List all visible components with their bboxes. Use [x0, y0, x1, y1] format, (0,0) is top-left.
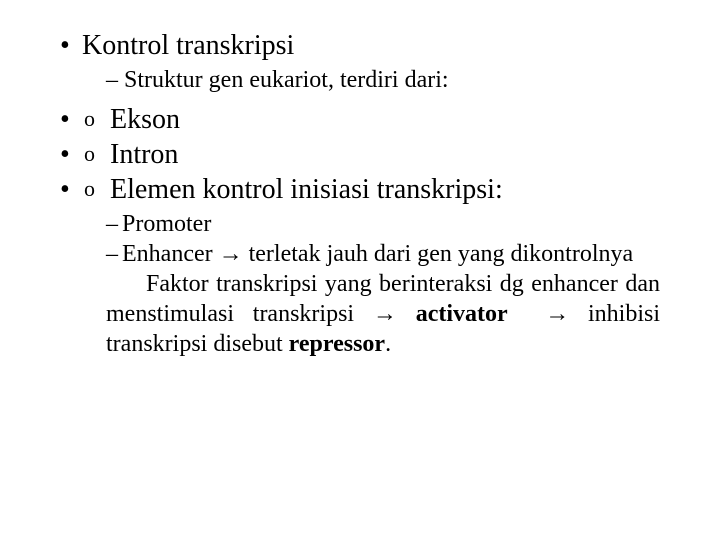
bold-activator: activator	[416, 301, 508, 327]
o-text: Ekson	[110, 102, 180, 137]
text: terletak jauh dari gen yang dikontrolnya	[243, 241, 634, 267]
bullet-circle-2: • o Intron	[60, 137, 660, 172]
dash-icon: –	[106, 209, 122, 239]
disc-icon: •	[60, 102, 82, 137]
slide: • Kontrol transkripsi – Struktur gen euk…	[0, 0, 720, 540]
text: Enhancer	[122, 241, 219, 267]
text: .	[385, 331, 391, 357]
circle-icon: o	[82, 102, 110, 136]
l1-text: Kontrol transkripsi	[82, 28, 294, 63]
bold-repressor: repressor	[289, 331, 385, 357]
arrow-icon: →	[219, 241, 243, 267]
circle-icon: o	[82, 137, 110, 171]
para-promoter: –Promoter	[106, 209, 660, 239]
arrow-icon: →	[373, 301, 397, 327]
para-enhancer: –Enhancer → terletak jauh dari gen yang …	[106, 239, 660, 269]
disc-icon: •	[60, 28, 82, 63]
disc-icon: •	[60, 172, 82, 207]
paragraph-block: –Promoter –Enhancer → terletak jauh dari…	[60, 209, 660, 359]
l2-text: Struktur gen eukariot, terdiri dari:	[124, 65, 449, 96]
bullet-circle-3: • o Elemen kontrol inisiasi transkripsi:	[60, 172, 660, 207]
para-faktor: Faktor transkripsi yang berinteraksi dg …	[106, 269, 660, 359]
bullet-circle-1: • o Ekson	[60, 102, 660, 137]
dash-icon: –	[106, 239, 122, 269]
bullet-level2: – Struktur gen eukariot, terdiri dari:	[60, 65, 660, 96]
o-text: Elemen kontrol inisiasi transkripsi:	[110, 172, 503, 207]
text: Promoter	[122, 211, 211, 237]
arrow-icon: →	[545, 301, 569, 327]
circle-icon: o	[82, 172, 110, 206]
bullet-level1: • Kontrol transkripsi	[60, 28, 660, 63]
dash-icon: –	[106, 65, 124, 96]
indent	[106, 271, 146, 297]
o-text: Intron	[110, 137, 178, 172]
disc-icon: •	[60, 137, 82, 172]
